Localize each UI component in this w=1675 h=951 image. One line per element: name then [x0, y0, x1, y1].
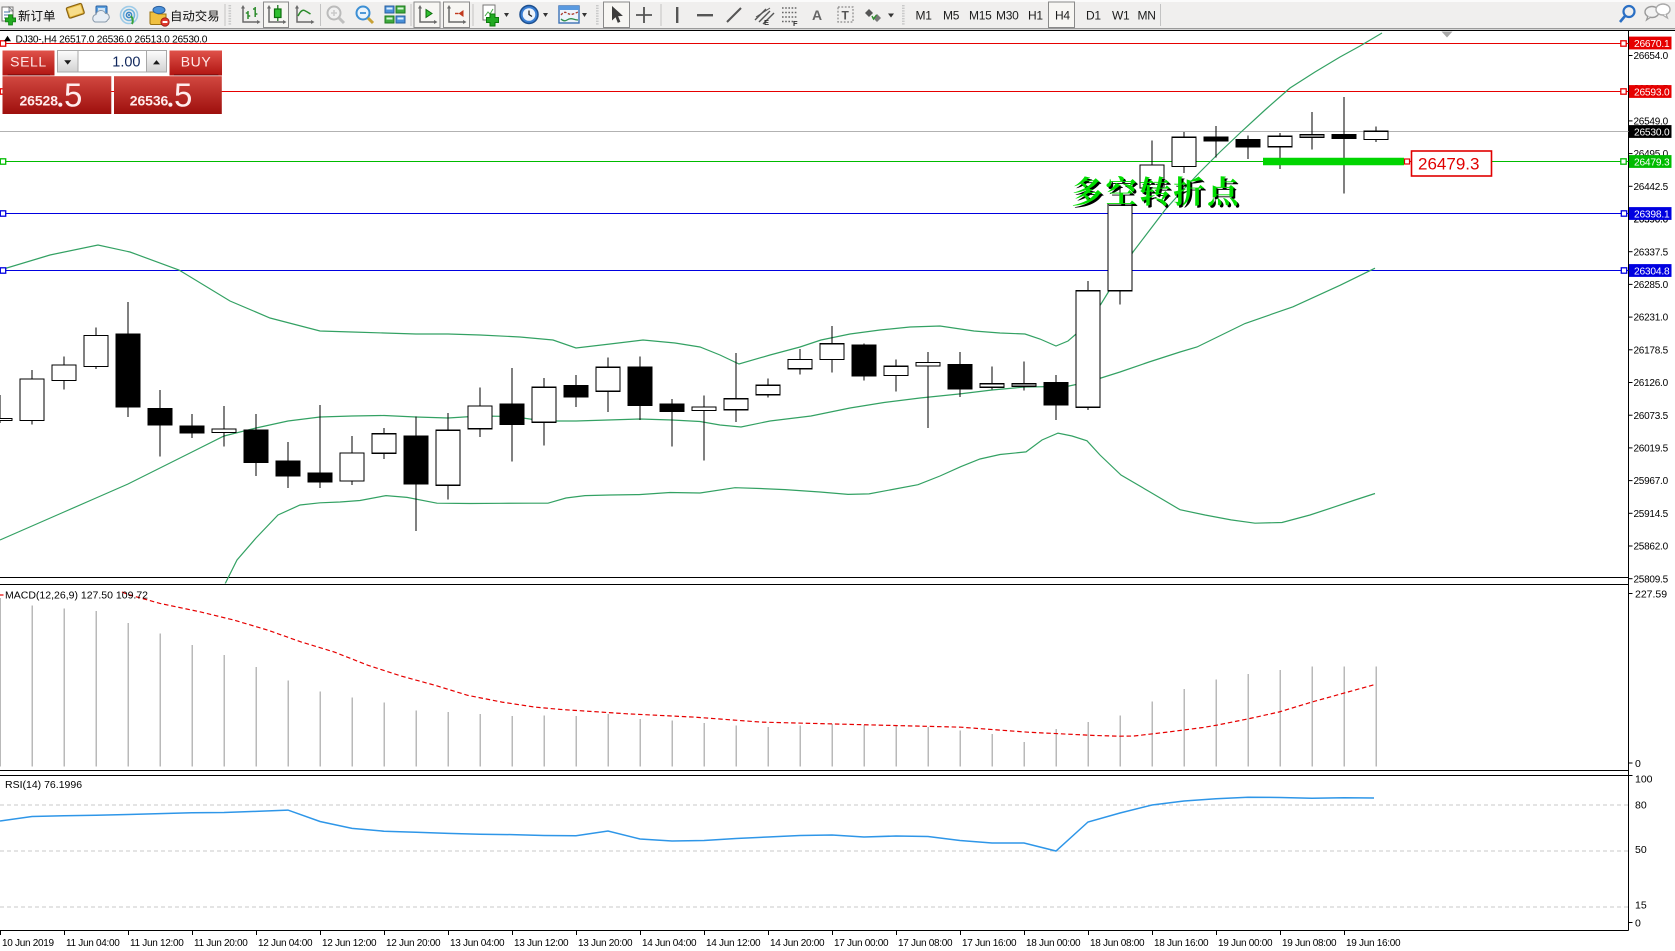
svg-text:26593.0: 26593.0 [1634, 87, 1670, 98]
svg-text:26654.0: 26654.0 [1634, 51, 1669, 62]
svg-text:26479.3: 26479.3 [1418, 155, 1479, 174]
svg-text:15: 15 [1635, 899, 1647, 911]
svg-text:26495.0: 26495.0 [1634, 149, 1669, 160]
svg-text:18 Jun 08:00: 18 Jun 08:00 [1090, 938, 1145, 949]
svg-text:14 Jun 20:00: 14 Jun 20:00 [770, 938, 825, 949]
svg-text:17 Jun 00:00: 17 Jun 00:00 [834, 938, 889, 949]
svg-text:26073.5: 26073.5 [1634, 411, 1669, 422]
svg-text:26398.1: 26398.1 [1634, 209, 1670, 220]
svg-text:26337.5: 26337.5 [1634, 247, 1669, 258]
svg-text:26019.5: 26019.5 [1634, 444, 1669, 455]
svg-text:M30: M30 [996, 9, 1019, 23]
svg-text:26549.0: 26549.0 [1634, 117, 1669, 128]
svg-text:25967.0: 25967.0 [1634, 476, 1669, 487]
svg-text:14 Jun 12:00: 14 Jun 12:00 [706, 938, 761, 949]
svg-text:25809.5: 25809.5 [1634, 574, 1669, 585]
svg-text:H1: H1 [1028, 9, 1043, 23]
svg-text:14 Jun 04:00: 14 Jun 04:00 [642, 938, 697, 949]
svg-text:26285.0: 26285.0 [1634, 280, 1669, 291]
svg-text:MACD(12,26,9) 127.50 109.72: MACD(12,26,9) 127.50 109.72 [5, 590, 148, 602]
svg-text:26670.1: 26670.1 [1634, 39, 1670, 50]
svg-text:13 Jun 20:00: 13 Jun 20:00 [578, 938, 633, 949]
svg-text:5: 5 [64, 76, 82, 113]
svg-text:T: T [842, 9, 850, 23]
svg-text:E: E [764, 18, 769, 27]
svg-text:F: F [793, 19, 798, 28]
svg-text:10 Jun 2019: 10 Jun 2019 [2, 938, 54, 949]
svg-text:100: 100 [1635, 773, 1653, 785]
svg-text:18 Jun 00:00: 18 Jun 00:00 [1026, 938, 1081, 949]
svg-text:MN: MN [1138, 9, 1156, 23]
svg-text:12 Jun 12:00: 12 Jun 12:00 [322, 938, 377, 949]
svg-text:D1: D1 [1086, 9, 1101, 23]
svg-text:M1: M1 [916, 9, 933, 23]
svg-text:W1: W1 [1112, 9, 1130, 23]
svg-text:19 Jun 08:00: 19 Jun 08:00 [1282, 938, 1337, 949]
svg-text:26126.0: 26126.0 [1634, 378, 1669, 389]
svg-text:25914.5: 25914.5 [1634, 509, 1669, 520]
svg-text:25862.0: 25862.0 [1634, 542, 1669, 553]
svg-text:26231.0: 26231.0 [1634, 313, 1669, 324]
svg-text:80: 80 [1635, 799, 1647, 811]
svg-text:18 Jun 16:00: 18 Jun 16:00 [1154, 938, 1209, 949]
svg-text:A: A [812, 7, 822, 23]
svg-text:0: 0 [1635, 758, 1641, 770]
svg-text:227.59: 227.59 [1635, 588, 1667, 600]
svg-text:BUY: BUY [181, 54, 212, 70]
svg-text:26530.0: 26530.0 [1634, 127, 1670, 138]
svg-text:1.00: 1.00 [112, 55, 140, 71]
svg-text:26304.8: 26304.8 [1634, 266, 1670, 277]
svg-text:DJ30-,H4 26517.0 26536.0 2651: DJ30-,H4 26517.0 26536.0 26513.0 26530.0 [16, 34, 208, 45]
svg-text:M5: M5 [943, 9, 960, 23]
svg-text:26390.0: 26390.0 [1634, 215, 1669, 226]
svg-text:50: 50 [1635, 844, 1647, 856]
svg-text:12 Jun 20:00: 12 Jun 20:00 [386, 938, 441, 949]
svg-text:0: 0 [1635, 917, 1641, 929]
svg-text:5: 5 [174, 76, 192, 113]
svg-text:13 Jun 12:00: 13 Jun 12:00 [514, 938, 569, 949]
svg-text:17 Jun 16:00: 17 Jun 16:00 [962, 938, 1017, 949]
svg-text:19 Jun 00:00: 19 Jun 00:00 [1218, 938, 1273, 949]
svg-text:H4: H4 [1055, 9, 1070, 23]
svg-text:12 Jun 04:00: 12 Jun 04:00 [258, 938, 313, 949]
svg-text:SELL: SELL [10, 54, 47, 70]
svg-text:11 Jun 04:00: 11 Jun 04:00 [66, 938, 120, 949]
svg-text:13 Jun 04:00: 13 Jun 04:00 [450, 938, 505, 949]
svg-text:17 Jun 08:00: 17 Jun 08:00 [898, 938, 953, 949]
svg-text:26442.5: 26442.5 [1634, 182, 1669, 193]
svg-text:M15: M15 [969, 9, 992, 23]
svg-text:11 Jun 12:00: 11 Jun 12:00 [130, 938, 184, 949]
svg-text:26536: 26536 [130, 93, 169, 109]
svg-text:26528: 26528 [20, 93, 59, 109]
svg-text:RSI(14) 76.1996: RSI(14) 76.1996 [5, 779, 82, 791]
svg-text:11 Jun 20:00: 11 Jun 20:00 [194, 938, 248, 949]
svg-text:26479.3: 26479.3 [1634, 157, 1670, 168]
svg-text:26390.0: 26390.0 [1634, 215, 1669, 226]
svg-text:19 Jun 16:00: 19 Jun 16:00 [1346, 938, 1401, 949]
svg-text:26178.5: 26178.5 [1634, 345, 1669, 356]
